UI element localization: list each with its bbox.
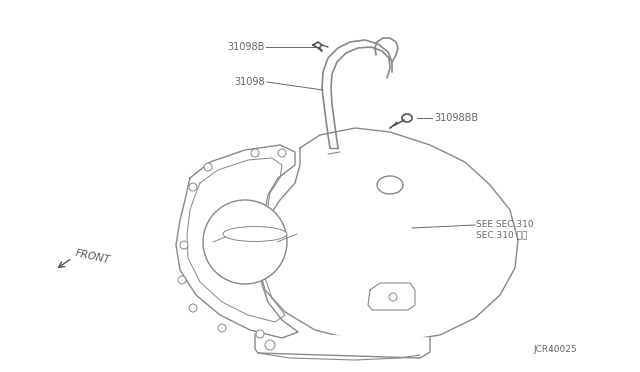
Circle shape <box>256 330 264 338</box>
Circle shape <box>189 183 197 191</box>
Text: 31098: 31098 <box>234 77 265 87</box>
Polygon shape <box>255 334 430 358</box>
Text: SEC.310 参照: SEC.310 参照 <box>476 231 527 240</box>
Circle shape <box>265 340 275 350</box>
Circle shape <box>180 241 188 249</box>
Polygon shape <box>258 128 518 342</box>
Circle shape <box>251 149 259 157</box>
Circle shape <box>203 200 287 284</box>
Circle shape <box>204 163 212 171</box>
Text: 31098BB: 31098BB <box>434 113 478 123</box>
Circle shape <box>278 149 286 157</box>
Polygon shape <box>313 42 322 51</box>
Text: FRONT: FRONT <box>74 248 111 266</box>
Circle shape <box>389 293 397 301</box>
Circle shape <box>189 304 197 312</box>
Text: SEE SEC.310: SEE SEC.310 <box>476 219 534 228</box>
Circle shape <box>178 276 186 284</box>
Ellipse shape <box>223 227 287 241</box>
Polygon shape <box>368 283 415 310</box>
Text: JCR40025: JCR40025 <box>533 346 577 355</box>
Ellipse shape <box>377 176 403 194</box>
Text: 31098B: 31098B <box>228 42 265 52</box>
Circle shape <box>218 324 226 332</box>
Ellipse shape <box>402 114 412 122</box>
Polygon shape <box>176 145 298 338</box>
